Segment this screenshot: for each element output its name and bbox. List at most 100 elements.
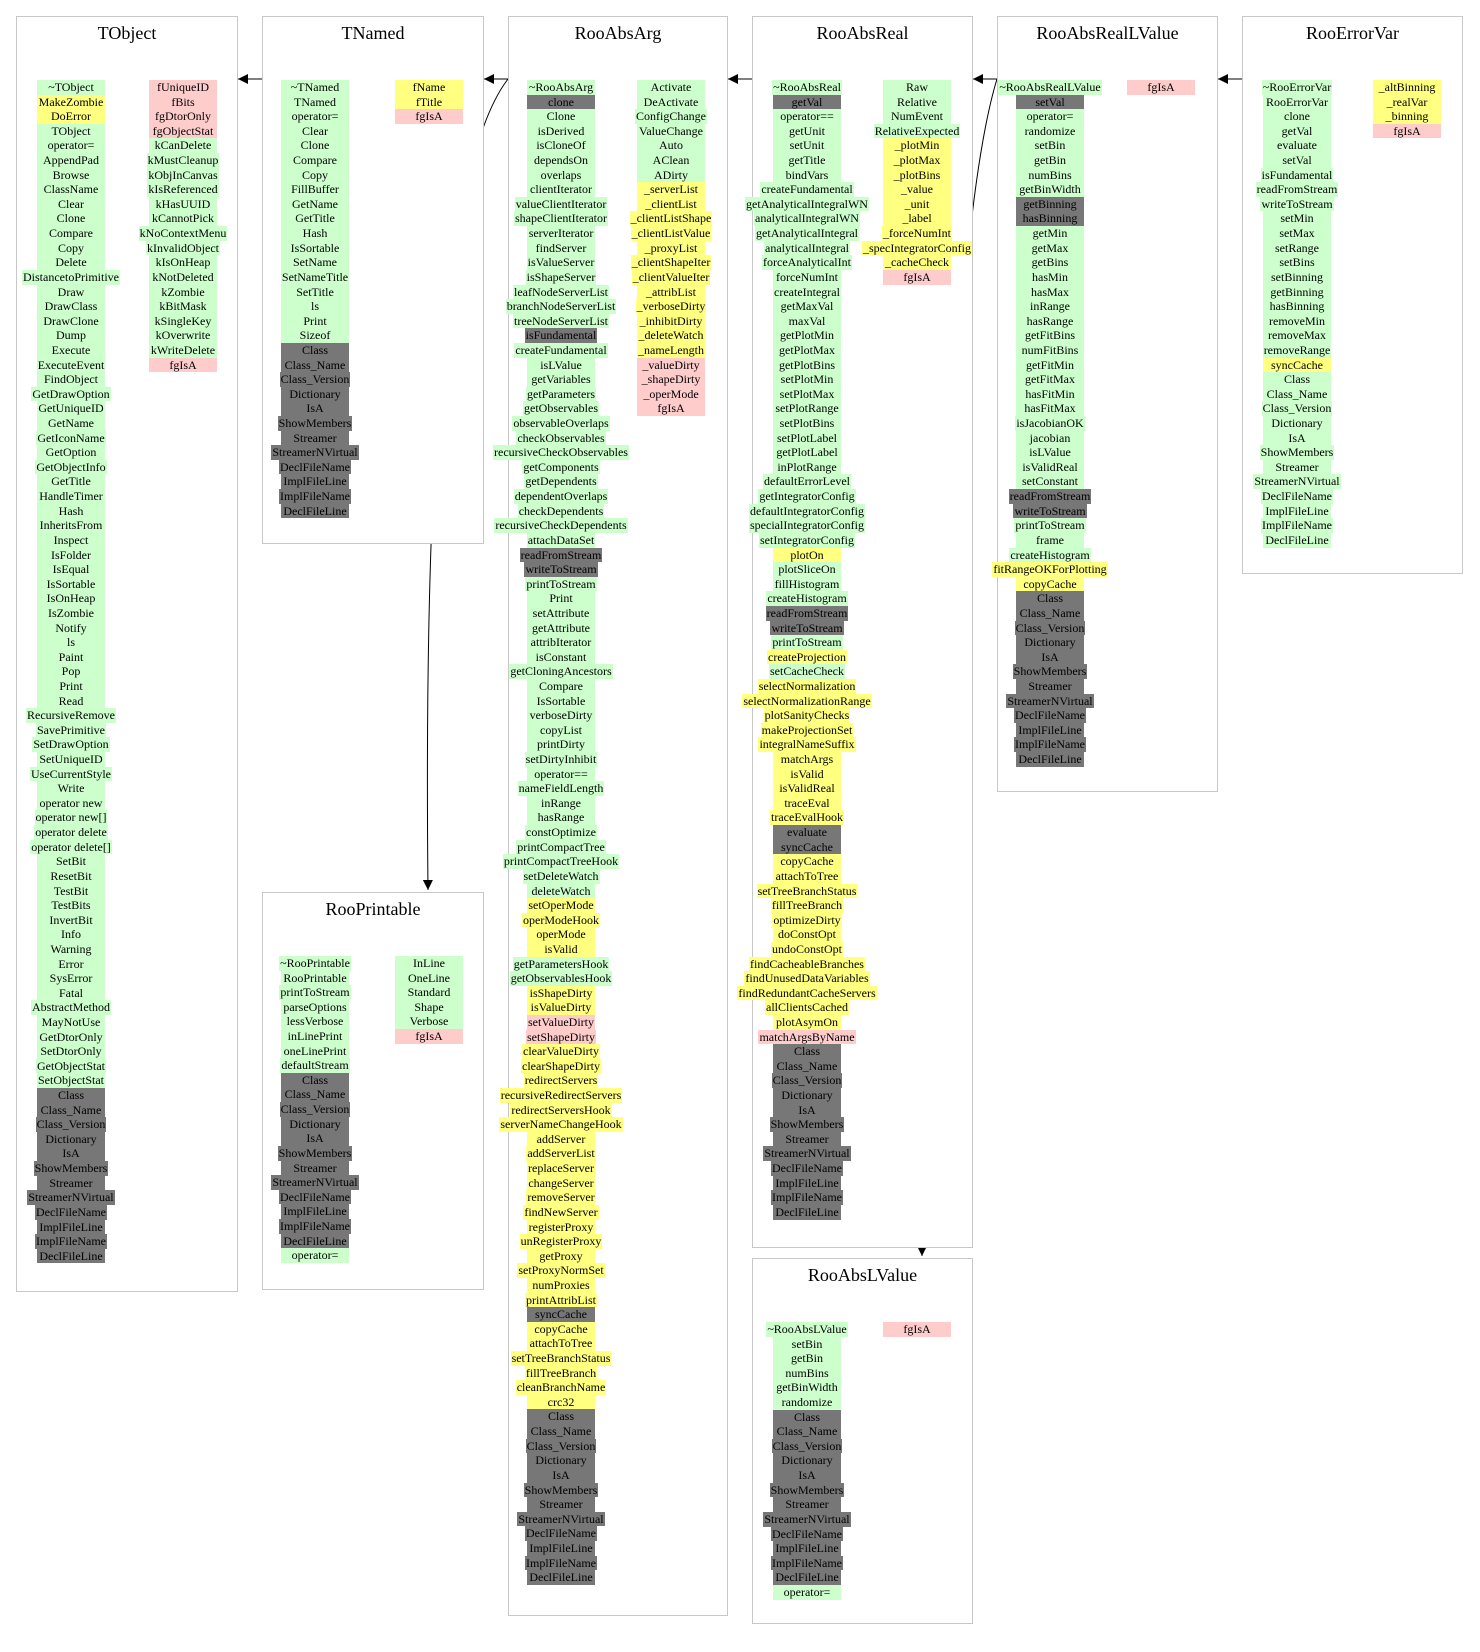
method-clone[interactable]: Clone <box>281 138 349 154</box>
method-verbosedirty[interactable]: verboseDirty <box>527 708 595 723</box>
method-drawclass[interactable]: DrawClass <box>37 299 105 314</box>
method-islvalue[interactable]: isLValue <box>1016 445 1084 460</box>
method-implfileline[interactable]: ImplFileLine <box>773 1541 841 1556</box>
method-setnametitle[interactable]: SetNameTitle <box>280 269 350 285</box>
method-class-name[interactable]: Class_Name <box>281 1087 349 1103</box>
member-numevent[interactable]: NumEvent <box>883 109 951 124</box>
method-class-name[interactable]: Class_Name <box>37 1102 105 1118</box>
method-implfilename[interactable]: ImplFileName <box>771 1190 843 1205</box>
method-class-version[interactable]: Class_Version <box>1261 401 1333 417</box>
method-iscloneof[interactable]: isCloneOf <box>527 138 595 154</box>
method-getobservableshook[interactable]: getObservablesHook <box>509 971 613 986</box>
method-hasrange[interactable]: hasRange <box>1016 313 1084 329</box>
method-isvalidreal[interactable]: isValidReal <box>1016 459 1084 475</box>
method-dictionary[interactable]: Dictionary <box>773 1088 841 1103</box>
method-forceanalyticalint[interactable]: forceAnalyticalInt <box>762 255 852 270</box>
method-opermodehook[interactable]: operModeHook <box>522 912 600 928</box>
method-getintegratorconfig[interactable]: getIntegratorConfig <box>758 489 856 504</box>
method-setbit[interactable]: SetBit <box>37 854 105 869</box>
method-operator[interactable]: operator= <box>773 1584 841 1600</box>
method-servernamechangehook[interactable]: serverNameChangeHook <box>499 1117 623 1132</box>
method-maxval[interactable]: maxVal <box>773 313 841 329</box>
method-isjacobianok[interactable]: isJacobianOK <box>1015 416 1085 431</box>
method-makezombie[interactable]: MakeZombie <box>37 94 105 110</box>
method-dictionary[interactable]: Dictionary <box>1263 416 1331 431</box>
method-setplotmax[interactable]: setPlotMax <box>773 386 841 402</box>
method-declfileline[interactable]: DeclFileLine <box>527 1570 595 1585</box>
method-setopermode[interactable]: setOperMode <box>527 898 595 913</box>
method-declfilename[interactable]: DeclFileName <box>1014 708 1086 723</box>
method-compare[interactable]: Compare <box>37 226 105 241</box>
method-operator[interactable]: operator== <box>773 109 841 124</box>
method-syserror[interactable]: SysError <box>37 971 105 986</box>
method-print[interactable]: Print <box>527 591 595 606</box>
method-dictionary[interactable]: Dictionary <box>1016 635 1084 650</box>
member-kobjincanvas[interactable]: kObjInCanvas <box>147 167 219 183</box>
method-findnewserver[interactable]: findNewServer <box>523 1204 599 1220</box>
method-declfilename[interactable]: DeclFileName <box>771 1161 843 1176</box>
method-streamer[interactable]: Streamer <box>773 1131 841 1147</box>
method-createprojection[interactable]: createProjection <box>767 649 847 665</box>
method-inspect[interactable]: Inspect <box>37 532 105 548</box>
method-isshapedirty[interactable]: isShapeDirty <box>527 985 595 1001</box>
method-handletimer[interactable]: HandleTimer <box>37 489 105 504</box>
method-settreebranchstatus[interactable]: setTreeBranchStatus <box>510 1351 612 1366</box>
method-notify[interactable]: Notify <box>37 620 105 636</box>
method-getplotlabel[interactable]: getPlotLabel <box>773 445 841 460</box>
method-distancetoprimitive[interactable]: DistancetoPrimitive <box>22 269 120 285</box>
method-streamer[interactable]: Streamer <box>37 1175 105 1191</box>
method-getbin[interactable]: getBin <box>1016 153 1084 168</box>
method-isvalueserver[interactable]: isValueServer <box>526 255 596 270</box>
member-fgisa[interactable]: fgIsA <box>883 269 951 285</box>
method-dictionary[interactable]: Dictionary <box>281 386 349 402</box>
method-setplotmin[interactable]: setPlotMin <box>773 372 841 387</box>
member-label[interactable]: _label <box>883 211 951 227</box>
method-implfilename[interactable]: ImplFileName <box>279 1218 351 1234</box>
method-setval[interactable]: setVal <box>1263 153 1331 168</box>
method-hasmax[interactable]: hasMax <box>1016 284 1084 300</box>
method-showmembers[interactable]: ShowMembers <box>277 1145 353 1161</box>
method-defaultstream[interactable]: defaultStream <box>280 1058 350 1073</box>
method-synccache[interactable]: syncCache <box>1263 357 1331 373</box>
method-copylist[interactable]: copyList <box>527 722 595 738</box>
member-plotmin[interactable]: _plotMin <box>883 138 951 154</box>
method-recursivecheckdependents[interactable]: recursiveCheckDependents <box>494 518 628 533</box>
method-rooprintable[interactable]: RooPrintable <box>281 970 349 986</box>
method-getanalyticalintegralwn[interactable]: getAnalyticalIntegralWN <box>745 196 869 212</box>
method-streamernvirtual[interactable]: StreamerNVirtual <box>1253 474 1341 490</box>
method-printtostream[interactable]: printToStream <box>771 635 843 650</box>
method-numbins[interactable]: numBins <box>1016 167 1084 183</box>
method-declfilename[interactable]: DeclFileName <box>279 459 351 475</box>
method-readfromstream[interactable]: readFromStream <box>519 547 603 563</box>
method-clear[interactable]: Clear <box>37 196 105 212</box>
method-getdtoronly[interactable]: GetDtorOnly <box>37 1029 105 1045</box>
member-proxylist[interactable]: _proxyList <box>637 240 705 256</box>
method-analyticalintegral[interactable]: analyticalIntegral <box>764 240 850 256</box>
method-class-name[interactable]: Class_Name <box>1016 605 1084 621</box>
method-clearshapedirty[interactable]: clearShapeDirty <box>521 1058 601 1074</box>
method-lessverbose[interactable]: lessVerbose <box>281 1014 349 1030</box>
method-appendpad[interactable]: AppendPad <box>37 153 105 168</box>
method-replaceserver[interactable]: replaceServer <box>527 1161 595 1176</box>
method-matchargs[interactable]: matchArgs <box>773 752 841 767</box>
method-declfilename[interactable]: DeclFileName <box>1261 489 1333 504</box>
method-hash[interactable]: Hash <box>281 226 349 241</box>
method-copy[interactable]: Copy <box>37 240 105 256</box>
member-knocontextmenu[interactable]: kNoContextMenu <box>138 226 228 241</box>
method-undoconstopt[interactable]: undoConstOpt <box>771 941 844 957</box>
method-setval[interactable]: setVal <box>1016 94 1084 110</box>
method-class-version[interactable]: Class_Version <box>35 1117 107 1132</box>
method-getparameters[interactable]: getParameters <box>526 386 596 402</box>
method-rooerrorvar[interactable]: RooErrorVar <box>1263 94 1331 110</box>
method-forcenumint[interactable]: forceNumInt <box>773 269 841 285</box>
member-khasuuid[interactable]: kHasUUID <box>149 196 217 212</box>
method-setdrawoption[interactable]: SetDrawOption <box>32 737 110 753</box>
method-class-name[interactable]: Class_Name <box>773 1424 841 1439</box>
method-hasrange[interactable]: hasRange <box>527 810 595 826</box>
member-fgisa[interactable]: fgIsA <box>395 109 463 124</box>
method-addserver[interactable]: addServer <box>527 1131 595 1147</box>
method-setshapedirty[interactable]: setShapeDirty <box>526 1029 596 1045</box>
method-clear[interactable]: Clear <box>281 123 349 139</box>
member-kcannotpick[interactable]: kCannotPick <box>149 211 217 227</box>
method-getval[interactable]: getVal <box>1263 123 1331 139</box>
